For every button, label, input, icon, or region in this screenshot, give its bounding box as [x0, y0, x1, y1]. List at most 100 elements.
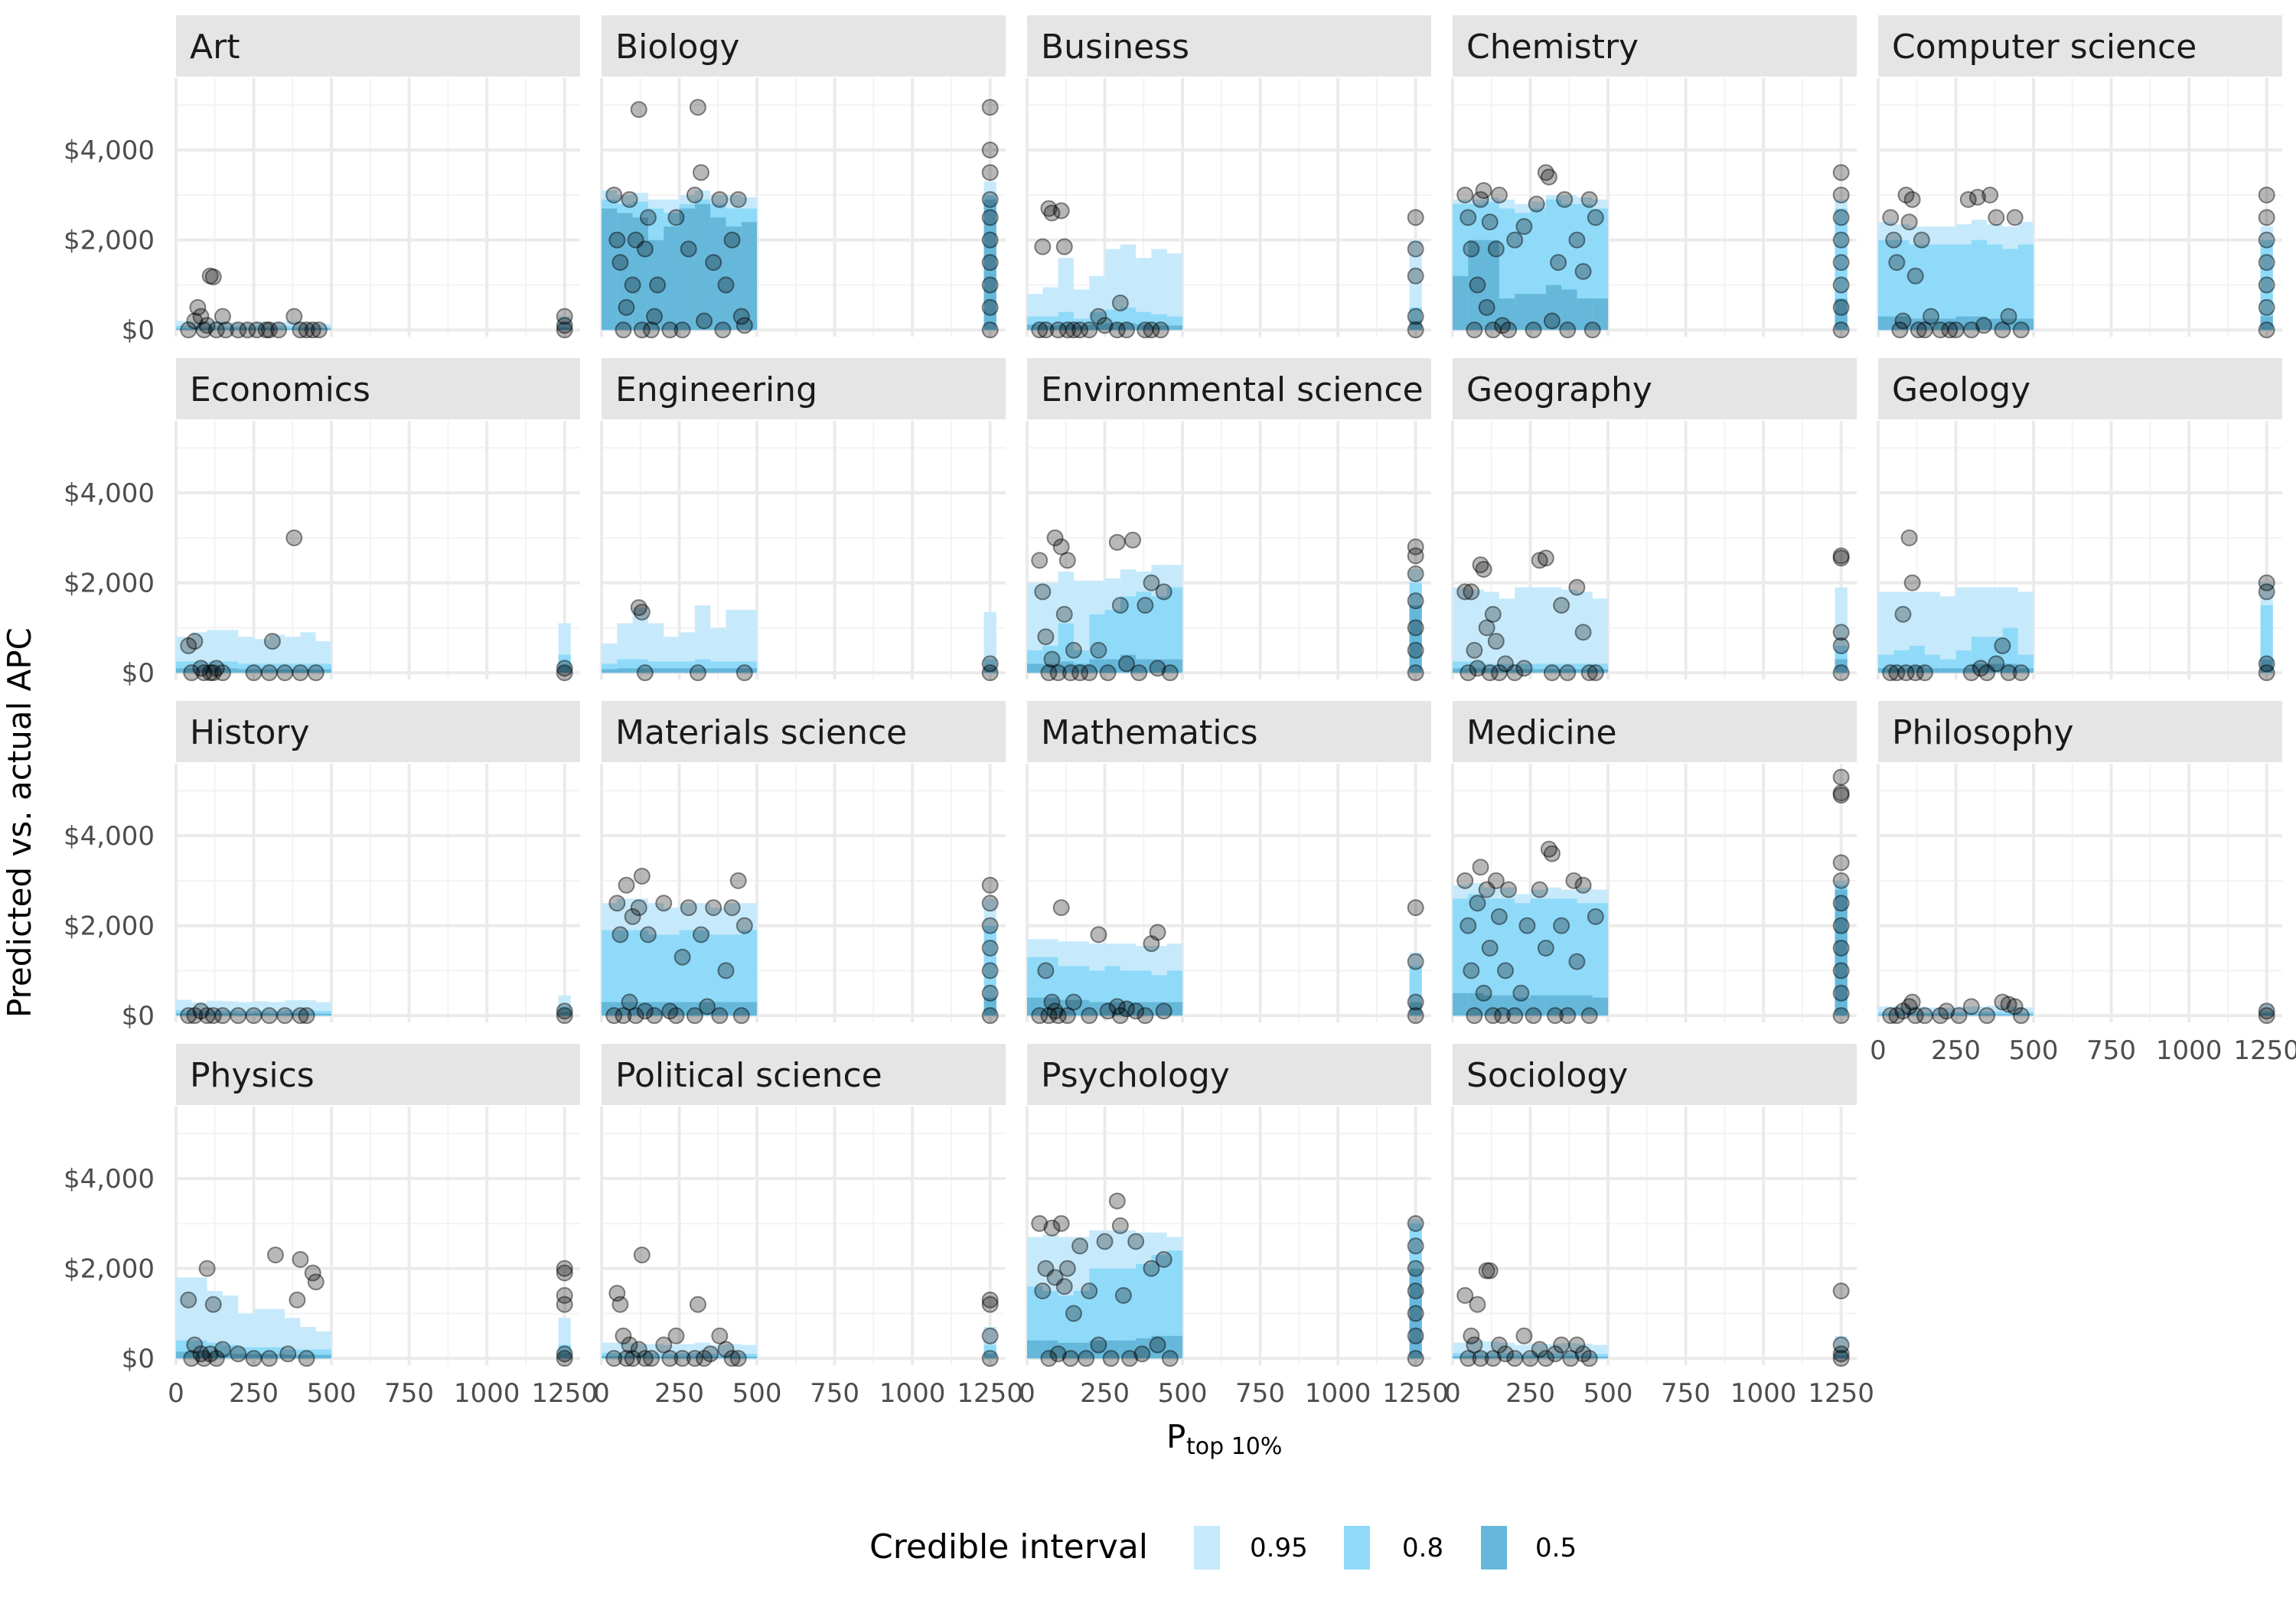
- ribbon-ci50: [1120, 323, 1137, 331]
- data-point: [1407, 592, 1424, 610]
- facet-strip: [1027, 358, 1431, 419]
- data-point: [2000, 996, 2017, 1013]
- ribbon-ci50: [694, 668, 711, 673]
- ribbon-ci50: [1971, 663, 1988, 673]
- data-point: [1114, 1286, 1132, 1304]
- data-point: [1484, 1007, 1502, 1025]
- facet-strip-label: Political science: [615, 1056, 882, 1095]
- data-point: [198, 1260, 216, 1277]
- data-point: [732, 1007, 750, 1025]
- facet-panel-psychology: Psychology 0 250 500 750 1000 1250: [1019, 1044, 1449, 1409]
- data-point: [1978, 1007, 1996, 1025]
- data-point: [1472, 859, 1489, 876]
- ribbon-ci50: [632, 217, 648, 331]
- ribbon-ci50: [300, 1013, 316, 1016]
- ribbon-ci80: [2002, 1012, 2018, 1016]
- data-point: [680, 899, 697, 917]
- ribbon-ci50: [2260, 1013, 2273, 1016]
- data-point: [1832, 1345, 1850, 1363]
- data-point: [1562, 1350, 1580, 1367]
- facet-strip: [602, 15, 1006, 77]
- data-point: [292, 1007, 309, 1025]
- ribbon-ci50: [300, 1354, 316, 1359]
- ribbon-ci50: [1515, 294, 1531, 331]
- ribbon-ci80: [679, 1353, 695, 1359]
- data-point: [289, 1291, 306, 1309]
- data-point: [1832, 209, 1850, 227]
- ribbon-ci80: [2017, 1012, 2034, 1016]
- ribbon-ci95: [315, 324, 332, 331]
- data-point: [605, 186, 623, 204]
- ribbon-ci95: [1483, 592, 1499, 673]
- ribbon-ci95: [238, 637, 254, 673]
- ribbon-ci80: [1499, 898, 1515, 1016]
- data-point: [556, 1002, 573, 1020]
- data-point: [696, 312, 713, 330]
- data-point: [1071, 1237, 1089, 1255]
- data-point: [1547, 1007, 1564, 1025]
- ribbon-ci50: [664, 668, 680, 673]
- data-point: [1031, 321, 1049, 339]
- data-point: [1900, 214, 1918, 231]
- data-point: [1049, 1007, 1067, 1025]
- data-point: [1149, 660, 1166, 677]
- data-point: [633, 867, 651, 885]
- data-point: [1832, 664, 1850, 682]
- data-point: [2258, 321, 2275, 339]
- data-point: [646, 1007, 664, 1025]
- ribbon-ci95: [176, 321, 192, 331]
- ribbon-ci95: [1924, 1007, 1941, 1016]
- ribbon-ci50: [1136, 324, 1152, 331]
- ribbon-ci50: [1577, 298, 1593, 331]
- data-point: [1407, 664, 1424, 682]
- ribbon-ci50: [558, 327, 571, 331]
- data-point: [1540, 840, 1557, 858]
- ribbon-ci50: [315, 1354, 332, 1359]
- ribbon-ci50: [1136, 1002, 1152, 1016]
- ribbon-ci50: [2017, 318, 2034, 331]
- data-point: [1466, 1007, 1483, 1025]
- ribbon-ci80: [1835, 1349, 1848, 1359]
- ribbon-ci80: [238, 1011, 254, 1016]
- ribbon-ci95: [238, 323, 254, 331]
- data-point: [1903, 574, 1921, 592]
- ribbon-ci80: [1136, 1263, 1152, 1359]
- ribbon-ci50: [1468, 240, 1484, 331]
- ribbon-ci80: [1073, 1291, 1090, 1359]
- data-point: [981, 1327, 999, 1345]
- ribbon-ci50: [1940, 1014, 1956, 1016]
- data-point: [1832, 637, 1850, 654]
- data-point: [556, 308, 573, 325]
- ribbon-ci80: [269, 663, 285, 673]
- ribbon-ci80: [253, 663, 269, 673]
- y-tick-label: $2,000: [64, 226, 155, 256]
- data-point: [1466, 321, 1483, 339]
- data-point: [1108, 998, 1126, 1015]
- ribbon-ci50: [647, 1002, 664, 1016]
- ribbon-ci50: [679, 668, 695, 673]
- data-point: [1055, 605, 1073, 623]
- y-tick-label: $0: [122, 1001, 155, 1032]
- ribbon-ci50: [1835, 659, 1848, 673]
- ribbon-ci80: [664, 1354, 680, 1359]
- data-point: [260, 1007, 278, 1025]
- data-point: [1475, 560, 1492, 578]
- data-point: [1407, 1327, 1424, 1345]
- data-point: [639, 926, 657, 944]
- ribbon-ci80: [2260, 605, 2273, 673]
- data-point: [692, 926, 709, 944]
- ribbon-ci80: [1955, 244, 1971, 331]
- ribbon-ci80: [1987, 637, 2003, 673]
- data-point: [633, 603, 651, 621]
- data-point: [639, 209, 657, 227]
- data-point: [248, 321, 266, 339]
- ribbon-ci50: [1409, 1002, 1422, 1016]
- data-point: [2258, 276, 2275, 294]
- legend-key-095: [1194, 1526, 1220, 1570]
- data-point: [1543, 312, 1561, 330]
- ribbon-ci50: [1042, 997, 1058, 1016]
- ribbon-ci50: [632, 1356, 648, 1359]
- ribbon-ci50: [2002, 663, 2018, 673]
- ribbon-ci50: [1027, 1340, 1043, 1359]
